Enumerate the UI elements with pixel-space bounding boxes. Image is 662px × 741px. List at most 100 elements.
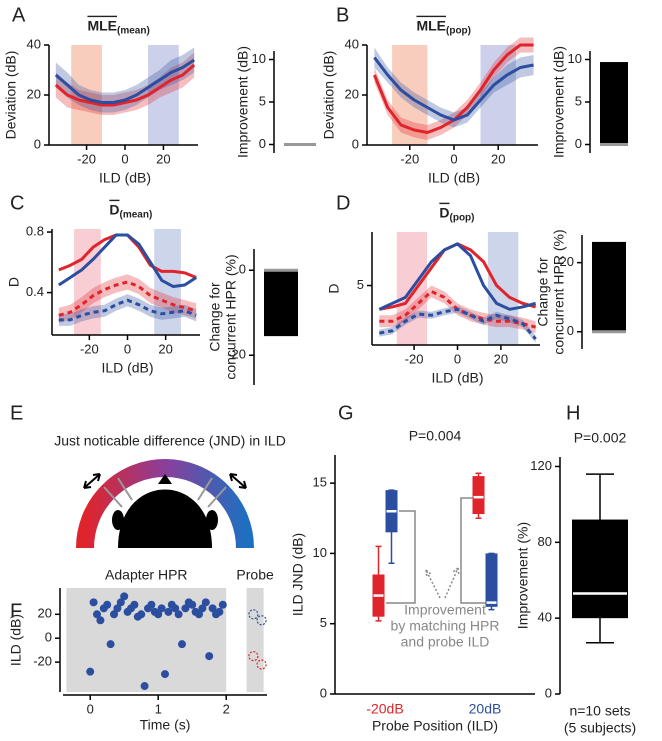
y-tick-label: -20: [33, 654, 52, 669]
y-tick-label: 0: [259, 136, 266, 151]
panel-g-connectors: [386, 497, 486, 604]
data-point: [154, 610, 163, 619]
chart-title: D: [439, 205, 449, 221]
y-tick-label: 20: [345, 86, 359, 101]
jnd-tick: [207, 486, 227, 508]
x-tick-label: 20: [156, 151, 170, 166]
data-point: [120, 592, 129, 601]
y-tick-label: 5: [320, 615, 327, 630]
x-tick-label: 0: [454, 351, 461, 366]
data-point: [89, 598, 98, 607]
note: (5 subjects): [564, 720, 636, 736]
y-tick-label: 80: [538, 534, 552, 549]
y-tick-label: 5: [357, 277, 364, 292]
y-tick-label: 10: [568, 51, 582, 66]
box: [472, 476, 485, 515]
y-axis-label: Change for: [535, 257, 551, 327]
data-line: [379, 307, 537, 341]
x-tick-label: 20: [491, 151, 505, 166]
error-band: [374, 37, 534, 140]
data-point: [103, 600, 112, 609]
x-tick-label: 20dB: [469, 701, 502, 717]
y-tick-label: 0: [45, 630, 52, 645]
y-axis-label: Change for: [207, 282, 223, 352]
data-line: [378, 242, 537, 311]
data-point: [86, 667, 95, 676]
jnd-tick: [103, 486, 123, 508]
data-line: [57, 233, 198, 289]
ear: [112, 510, 124, 530]
chart-title: P=0.002: [574, 430, 627, 446]
data-point: [157, 604, 166, 613]
y-axis-label: D: [326, 283, 342, 293]
data-point: [106, 640, 115, 649]
y-axis-label: Improvement (%): [515, 522, 531, 629]
error-band: [58, 274, 197, 323]
region-label: Adapter HPR: [105, 567, 187, 583]
y-tick-label: 40: [27, 36, 41, 51]
bracket: [460, 497, 486, 604]
y-tick-label: 120: [530, 458, 552, 473]
x-axis-label: ILD (dB): [428, 170, 480, 186]
annotation: Improvement: [404, 602, 486, 618]
data-point: [218, 600, 227, 609]
y-tick-label: 15: [313, 475, 327, 490]
x-tick-label: -20: [405, 351, 424, 366]
annotation: by matching HPR: [391, 618, 500, 634]
data-point: [110, 610, 118, 619]
y-axis-label: concurrent HPR (%): [223, 254, 239, 379]
data-point: [248, 609, 259, 620]
chart-title: P=0.004: [409, 428, 462, 444]
note: n=10 sets: [569, 703, 630, 719]
data-point: [93, 610, 101, 619]
data-point: [147, 600, 156, 609]
y-tick-label: 10: [252, 51, 266, 66]
x-axis-label: ILD (dB): [101, 360, 153, 376]
y-axis-label: Improvement (dB): [551, 46, 567, 158]
x-tick-label: 0: [87, 701, 94, 716]
shaded-region: [246, 588, 264, 692]
highlight-region: [487, 232, 519, 345]
data-point: [161, 670, 169, 679]
y-axis-label: Deviation (dB): [3, 51, 19, 140]
data-point: [96, 616, 105, 625]
panel-label: G: [338, 402, 354, 424]
data-line: [58, 298, 197, 322]
y-axis-label: Improvement (dB): [235, 46, 251, 158]
data-point: [174, 610, 183, 619]
error-band: [58, 294, 197, 326]
x-axis-label: ILD (dB): [99, 170, 151, 186]
chart-title-sub: (pop): [450, 213, 475, 224]
x-tick-label: 1: [155, 701, 162, 716]
y-axis-label: Deviation (dB): [321, 51, 337, 140]
y-tick-label: 5: [575, 93, 582, 108]
y-tick-label: 0: [34, 136, 41, 151]
data-point: [195, 610, 203, 619]
x-tick-label: -20: [400, 151, 419, 166]
bar: [592, 241, 626, 332]
highlight-region: [71, 45, 102, 145]
y-tick-label: 20: [38, 606, 52, 621]
x-tick-label: 20: [158, 341, 172, 356]
data-point: [205, 652, 214, 661]
y-axis-label: ILD (dB): [8, 614, 24, 666]
chart-title: D: [109, 202, 119, 218]
y-tick-label: 40: [345, 36, 359, 51]
chart-title-sub: (mean): [117, 26, 150, 37]
bar: [600, 62, 628, 145]
jnd-arrow: [83, 473, 101, 489]
data-point: [256, 615, 267, 626]
y-tick-label: 10: [313, 545, 327, 560]
data-point: [171, 604, 180, 613]
data-point: [208, 604, 217, 613]
data-point: [113, 604, 122, 613]
chart-title: MLE: [416, 18, 446, 34]
head: [118, 489, 212, 548]
y-tick-label: -20: [227, 347, 246, 362]
y-tick-label: 0.4: [26, 284, 44, 299]
dotted-arrow: [425, 567, 460, 599]
data-line: [54, 58, 195, 104]
data-point: [164, 607, 173, 616]
x-tick-label: 0: [124, 341, 131, 356]
ear: [206, 510, 218, 530]
